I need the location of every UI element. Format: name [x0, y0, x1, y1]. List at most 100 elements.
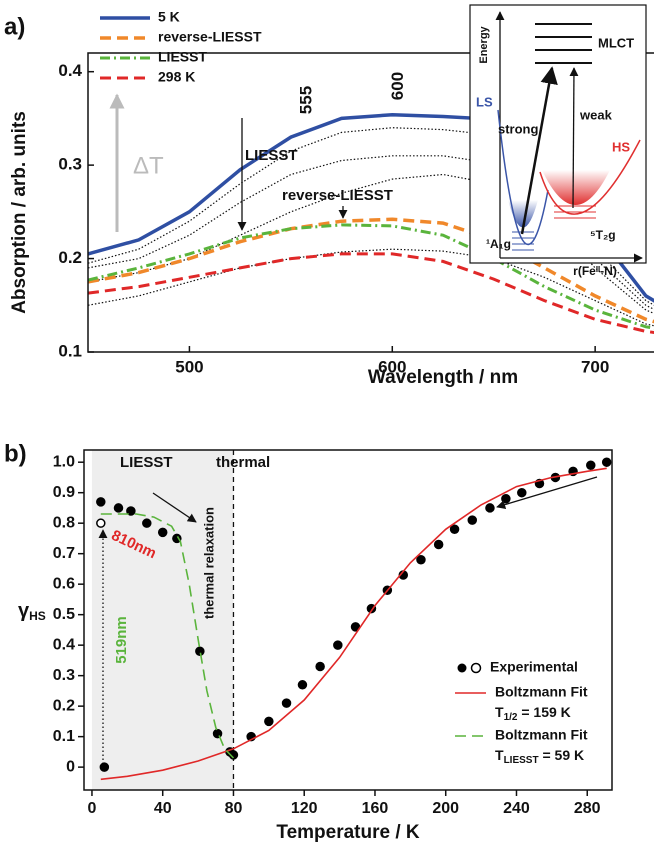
- ls-well: [497, 109, 549, 246]
- series-line: [87, 217, 654, 324]
- fit-subscript: LIESST: [504, 755, 539, 766]
- inset-label: ⁵T₂g: [590, 228, 616, 242]
- series-line: [87, 248, 654, 327]
- inset-label: strong: [498, 121, 539, 136]
- y-tick-label: 0.1: [58, 341, 82, 360]
- fit-line: [100, 513, 235, 759]
- fit-symbol: T: [495, 747, 504, 763]
- y-tick-label: 0.9: [53, 484, 75, 501]
- y-axis-label: Absorption / arb. units: [9, 111, 30, 314]
- legend-label: 298 K: [158, 69, 195, 85]
- data-point: [96, 518, 106, 528]
- x-tick-label: 600: [378, 357, 406, 376]
- fit-subscript: 1/2: [504, 712, 518, 723]
- y-axis-label-subscript: HS: [29, 609, 46, 623]
- data-point: [281, 698, 292, 708]
- data-point: [517, 487, 527, 498]
- panel-b: b) 0 0.1 0.2 0.3 0.4 0.5 0.6 0.7 0.8 0.9 1.0 0 40 80 12…: [4, 440, 613, 843]
- series-line: [87, 223, 654, 330]
- data-point: [96, 497, 106, 507]
- data-point: [264, 716, 274, 727]
- annotation: LIESST: [245, 147, 298, 164]
- panel-label: a): [4, 13, 25, 40]
- inset-frame: [469, 4, 647, 264]
- annotation: reverse-LIESST: [282, 187, 393, 204]
- series-line: [87, 173, 654, 315]
- annotation: thermal relaxation: [201, 507, 216, 619]
- plot-frame: [87, 52, 654, 353]
- panel-label: b): [4, 440, 27, 467]
- legend-label: 5 K: [158, 9, 180, 25]
- annotation: ΔT: [133, 152, 164, 179]
- inset-label: LS: [476, 94, 493, 109]
- y-tick-label: 0.3: [53, 667, 75, 684]
- data-point: [449, 524, 460, 535]
- y-axis-label-symbol: γ: [18, 600, 30, 622]
- legend-label: LIESST: [158, 49, 207, 65]
- fit-value: = 59 K: [539, 747, 585, 763]
- inset-y-label: Energy: [478, 25, 490, 63]
- data-point: [113, 503, 124, 513]
- data-point: [501, 494, 511, 504]
- y-tick-label: 0.3: [58, 155, 82, 174]
- data-point: [467, 515, 478, 525]
- x-tick-label: 200: [432, 800, 459, 817]
- peak-label: 600: [388, 72, 407, 100]
- x-tick-label: 240: [503, 800, 530, 817]
- inset-label: ¹A₁g: [486, 237, 511, 251]
- legend-marker: [470, 662, 482, 674]
- fit-value: = 159 K: [517, 704, 570, 720]
- legend-marker: [457, 663, 467, 673]
- y-tick-label: 0.4: [58, 61, 82, 80]
- hs-fill: [542, 170, 610, 205]
- arrow: [569, 67, 579, 209]
- data-point: [157, 527, 168, 538]
- data-point: [297, 680, 308, 690]
- y-tick-label: 1.0: [53, 453, 75, 470]
- data-point: [126, 506, 136, 516]
- data-point: [195, 646, 205, 657]
- y-tick-label: 0.8: [53, 514, 75, 531]
- data-point: [99, 762, 110, 772]
- x-tick-label: 80: [225, 800, 243, 817]
- inset-label: weak: [579, 107, 613, 122]
- y-tick-label: 0.5: [53, 606, 75, 623]
- series-line: [87, 112, 654, 303]
- annotation: 519nm: [113, 616, 130, 664]
- inset: Energy MLCT LS HS strong weak ¹A₁g ⁵T₂g r(Feᴵᴵ-N…: [469, 4, 647, 278]
- y-tick-label: 0: [66, 758, 75, 775]
- y-tick-label: 0.1: [53, 728, 75, 745]
- y-tick-label: 0.6: [53, 575, 75, 592]
- arrow: [520, 66, 558, 235]
- legend-label: Boltzmann Fit: [495, 684, 588, 700]
- data-point: [212, 728, 223, 739]
- data-point: [315, 661, 325, 672]
- legend-fit-label: T1/2 = 159 K: [495, 704, 571, 723]
- series-line: [87, 155, 654, 310]
- fit-line: [100, 467, 607, 781]
- series-line: [87, 252, 654, 334]
- plot-frame: [83, 449, 613, 791]
- y-axis-label: γHS: [18, 600, 46, 623]
- y-tick-label: 0.4: [53, 636, 75, 653]
- data-point: [601, 457, 612, 467]
- x-tick-label: 500: [175, 357, 203, 376]
- peak-label: 555: [296, 86, 315, 114]
- y-tick-label: 0.2: [58, 248, 82, 267]
- x-tick-label: 120: [291, 800, 318, 817]
- x-tick-label: 0: [88, 800, 97, 817]
- x-tick-label: 40: [154, 800, 172, 817]
- inset-label: HS: [612, 139, 630, 154]
- x-axis-label: Temperature / K: [276, 822, 420, 843]
- data-point: [485, 503, 495, 513]
- hs-well: [539, 139, 641, 215]
- data-point: [586, 460, 596, 470]
- inset-label: r(Feᴵᴵ-N): [573, 264, 617, 278]
- series-line: [87, 127, 654, 306]
- annotation: LIESST: [120, 454, 173, 471]
- arrow: [152, 492, 197, 523]
- arrow: [496, 476, 598, 510]
- legend-label: reverse-LIESST: [158, 29, 262, 45]
- data-point: [433, 539, 444, 550]
